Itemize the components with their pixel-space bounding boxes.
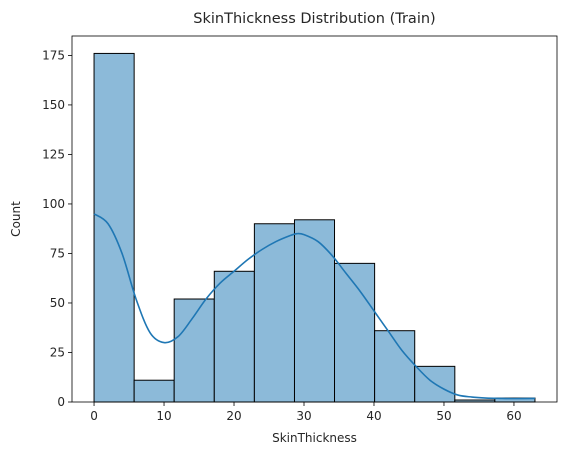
y-ticks: 0 25 50 75 100 125 150 175 — [42, 48, 72, 409]
histogram-bar — [293, 219, 336, 403]
histogram-bar — [253, 223, 295, 403]
y-tick-label: 125 — [42, 147, 65, 161]
y-tick-label: 25 — [50, 345, 65, 359]
histogram-bar — [133, 379, 175, 403]
histogram-bar — [213, 270, 255, 403]
plot-frame — [71, 35, 558, 403]
histogram-bar — [93, 52, 135, 403]
y-axis-label: Count — [9, 201, 23, 237]
x-tick-label: 50 — [436, 409, 451, 423]
y-tick-label: 100 — [42, 197, 65, 211]
x-tick-label: 20 — [226, 409, 241, 423]
x-ticks: 0 10 20 30 40 50 60 — [90, 402, 522, 423]
y-tick-label: 0 — [57, 395, 65, 409]
x-axis-label: SkinThickness — [272, 431, 357, 445]
chart-title: SkinThickness Distribution (Train) — [193, 11, 435, 27]
x-tick-label: 30 — [296, 409, 311, 423]
kde-curve — [93, 213, 535, 400]
bars-group — [93, 52, 536, 403]
y-tick-label: 175 — [42, 48, 65, 62]
x-tick-label: 10 — [156, 409, 171, 423]
y-tick-label: 75 — [50, 246, 65, 260]
x-tick-label: 0 — [90, 409, 98, 423]
x-tick-label: 60 — [506, 409, 521, 423]
y-tick-label: 150 — [42, 98, 65, 112]
x-tick-label: 40 — [366, 409, 381, 423]
histogram-bar — [334, 262, 376, 403]
y-tick-label: 50 — [50, 296, 65, 310]
axes-frame — [71, 35, 558, 403]
